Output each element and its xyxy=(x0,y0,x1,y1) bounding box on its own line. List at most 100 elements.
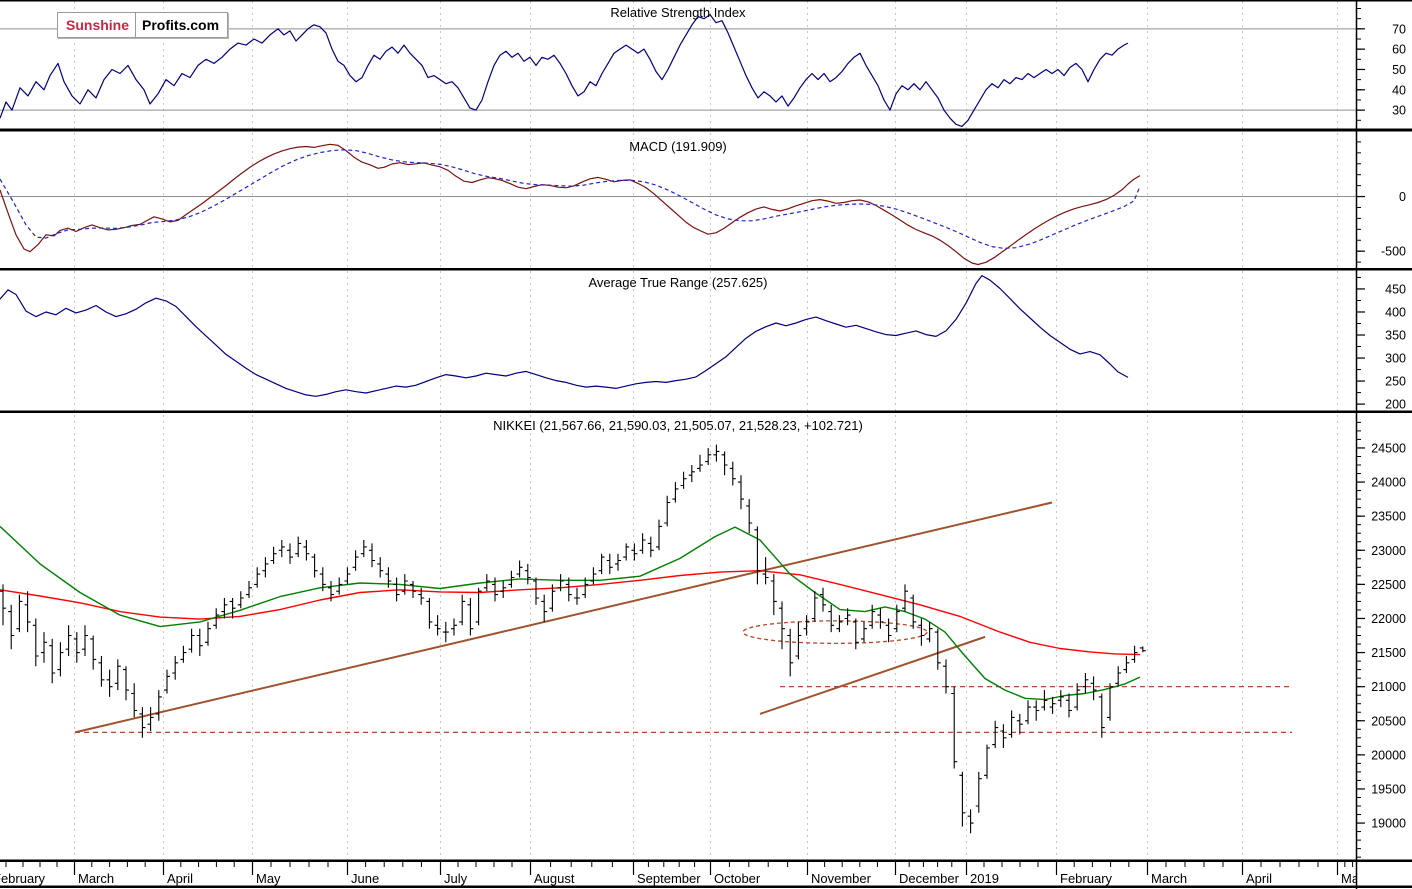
ohlc-bar xyxy=(73,632,80,663)
ohlc-bar xyxy=(90,635,97,670)
macd-signal-line xyxy=(0,149,1141,249)
ohlc-bar xyxy=(533,577,539,605)
ohlc-bar xyxy=(16,594,23,633)
month-label: August xyxy=(534,871,575,886)
consolidation-ellipse xyxy=(742,620,928,645)
y-tick-label: 200 xyxy=(1385,398,1406,412)
ohlc-bar xyxy=(992,720,999,748)
ohlc-bar xyxy=(574,587,580,605)
ohlc-bar xyxy=(442,621,449,643)
ohlc-bar xyxy=(541,594,548,622)
ohlc-bar xyxy=(844,608,851,626)
ohlc-bar xyxy=(1066,693,1072,718)
ohlc-bar xyxy=(147,707,154,731)
ohlc-bar xyxy=(893,604,900,633)
y-tick-label: 0 xyxy=(1399,190,1406,204)
ohlc-bar xyxy=(975,771,982,813)
ohlc-bar xyxy=(49,638,56,684)
ohlc-bar xyxy=(656,519,662,551)
y-tick-label: 50 xyxy=(1392,63,1406,77)
ohlc-bar xyxy=(680,471,687,489)
ohlc-bar xyxy=(385,567,392,588)
y-tick-label: 450 xyxy=(1385,282,1406,296)
ohlc-bar xyxy=(811,591,818,622)
month-label: December xyxy=(899,871,960,886)
ohlc-bar xyxy=(877,608,884,629)
ohlc-bar xyxy=(1016,713,1023,735)
ohlc-bar xyxy=(319,567,326,592)
month-label: February xyxy=(0,871,46,886)
ohlc-bar xyxy=(1049,696,1056,714)
ohlc-bar xyxy=(820,587,826,612)
y-tick-label: 19000 xyxy=(1371,817,1406,831)
ohlc-bar xyxy=(762,557,769,585)
ohlc-bar xyxy=(270,546,277,564)
ohlc-bar xyxy=(221,598,228,619)
ohlc-bar xyxy=(1008,710,1015,738)
macd-panel xyxy=(0,143,1356,266)
ohlc-bar xyxy=(1074,683,1081,711)
ohlc-bar xyxy=(828,604,835,633)
month-label: February xyxy=(1060,871,1113,886)
y-tick-label: 20000 xyxy=(1371,748,1406,762)
x-axis-strip: February March April May June July August Septe… xyxy=(0,862,1366,886)
y-tick-label: 22000 xyxy=(1371,612,1406,626)
month-label: October xyxy=(714,871,761,886)
ohlc-bar xyxy=(1025,700,1031,725)
ohlc-bar xyxy=(459,594,466,626)
ohlc-bar xyxy=(426,598,433,629)
month-label: April xyxy=(1246,871,1272,886)
ohlc-bar xyxy=(795,621,802,660)
ohlc-bar xyxy=(549,584,556,612)
rising-trendline-long xyxy=(74,501,1053,734)
ohlc-bar xyxy=(705,448,712,465)
y-tick-label: 23500 xyxy=(1371,510,1406,524)
ohlc-bar xyxy=(582,577,589,598)
ohlc-bar xyxy=(803,615,810,636)
y-tick-label: 20500 xyxy=(1371,714,1406,728)
ohlc-bar xyxy=(336,577,343,595)
ohlc-bar xyxy=(631,543,638,561)
ohlc-bar xyxy=(557,574,564,592)
ohlc-bar xyxy=(328,581,334,602)
ohlc-bar xyxy=(451,618,457,636)
month-label: May xyxy=(1341,871,1366,886)
ohlc-bar xyxy=(123,666,129,701)
ohlc-bar xyxy=(902,584,908,612)
ohlc-bar xyxy=(770,574,777,616)
ohlc-bar xyxy=(590,567,597,585)
ohlc-bar xyxy=(57,642,64,677)
ohlc-bar xyxy=(524,563,531,585)
ohlc-bar xyxy=(516,560,523,578)
y-tick-label: 300 xyxy=(1385,352,1406,366)
ohlc-bar xyxy=(639,533,646,554)
ohlc-bar xyxy=(918,618,925,646)
y-tick-label: 60 xyxy=(1392,43,1406,57)
brand-logo: Sunshine Profits.com xyxy=(57,12,229,38)
rising-trendline-short xyxy=(759,635,986,715)
ohlc-bar xyxy=(565,577,572,602)
y-tick-label: 23000 xyxy=(1371,544,1406,558)
ohlc-bar xyxy=(172,656,179,680)
ohlc-bar xyxy=(205,621,211,646)
month-label: 2019 xyxy=(970,871,999,886)
ohlc-bar xyxy=(401,574,408,595)
ohlc-bar xyxy=(475,587,482,626)
ohlc-bar xyxy=(393,577,400,602)
y-tick-label: -500 xyxy=(1381,245,1406,259)
ohlc-bar xyxy=(606,553,613,575)
ohlc-bar xyxy=(8,604,15,650)
y-tick-label: 40 xyxy=(1392,83,1406,97)
y-tick-label: 250 xyxy=(1385,375,1406,389)
atr-line xyxy=(0,275,1129,397)
ohlc-bar xyxy=(1098,693,1105,738)
ohlc-bar xyxy=(254,567,261,588)
ohlc-bar xyxy=(1139,646,1146,653)
panel-separator xyxy=(0,128,1412,132)
ohlc-bar xyxy=(713,444,720,462)
atr-panel xyxy=(0,275,1129,397)
ohlc-bar xyxy=(885,618,892,643)
